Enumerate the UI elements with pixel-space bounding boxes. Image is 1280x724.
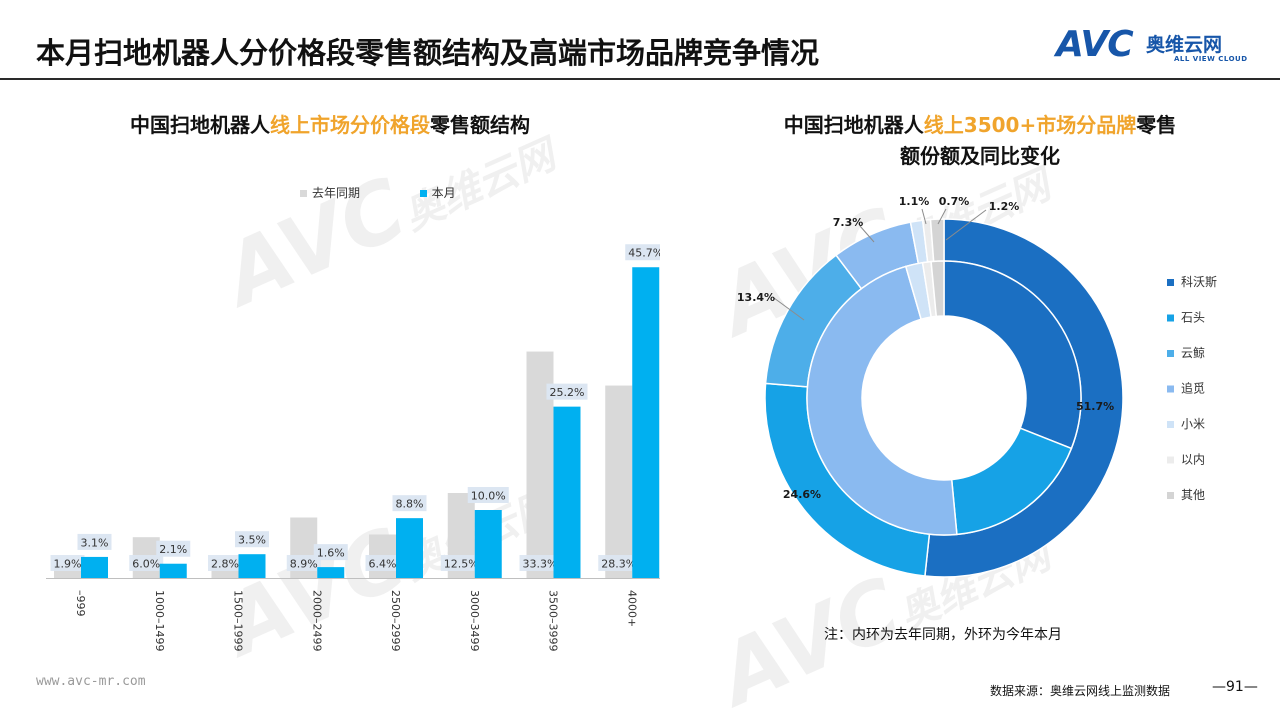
logo-cn-text: 奥维云网 [1146, 34, 1223, 56]
data-label: 33.3% [519, 555, 561, 571]
slice-label: 7.3% [833, 216, 864, 229]
legend-item: 石头 [1167, 311, 1205, 325]
svg-text:1.9%: 1.9% [54, 558, 82, 571]
legend-last-year: 去年同期 [300, 186, 360, 200]
leader-line [859, 225, 875, 243]
logo-en-text: ALL VIEW CLOUD [1174, 55, 1248, 63]
svg-text:科沃斯: 科沃斯 [1181, 275, 1217, 289]
avc-logo: AVC 奥维云网 ALL VIEW CLOUD [1056, 24, 1256, 68]
slice-inner [806, 265, 958, 536]
svg-text:2.8%: 2.8% [211, 558, 239, 571]
left-chart-title: 中国扫地机器人线上市场分价格段零售额结构 [130, 113, 530, 137]
data-label: 3.1% [77, 533, 112, 550]
svg-text:33.3%: 33.3% [523, 558, 558, 571]
legend-item: 以内 [1167, 453, 1205, 467]
svg-text:28.3%: 28.3% [601, 558, 636, 571]
leader-line [773, 297, 805, 321]
footer-source: 数据来源：奥维云网线上监测数据 [990, 684, 1171, 698]
bar-this-month [553, 406, 581, 578]
bar-this-month [474, 510, 502, 578]
bar-last-year [605, 385, 633, 578]
data-label: 1.9% [50, 555, 85, 571]
svg-text:12.5%: 12.5% [444, 558, 479, 571]
page-number: —91— [1212, 679, 1258, 695]
data-label: 6.4% [365, 555, 400, 571]
slice-label: 0.7% [939, 195, 970, 208]
legend-item: 小米 [1167, 417, 1205, 431]
category-label: 4000+ [625, 590, 638, 627]
svg-text:45.7%: 45.7% [628, 247, 660, 260]
category-label: 2000–2499 [310, 590, 323, 652]
header-divider [0, 78, 1280, 80]
leader-line [937, 208, 947, 225]
svg-text:8.9%: 8.9% [290, 558, 318, 571]
page-title: 本月扫地机器人分价格段零售额结构及高端市场品牌竞争情况 [36, 36, 820, 70]
bar-this-month [238, 554, 266, 578]
bar-chart: 1.9% 3.1% –999 6.0% 2.1% 1000–1499 2.8% 3.5% 150… [46, 244, 660, 652]
data-label: 25.2% [546, 383, 588, 400]
svg-text:2.1%: 2.1% [159, 543, 187, 556]
svg-text:6.0%: 6.0% [132, 558, 160, 571]
slice-inner [943, 260, 1082, 450]
svg-text:6.4%: 6.4% [369, 558, 397, 571]
data-label: 3.5% [235, 531, 269, 548]
category-label: –999 [74, 590, 87, 617]
category-label: 1500–1999 [232, 590, 245, 652]
svg-text:石头: 石头 [1181, 311, 1205, 325]
slice-outer [929, 218, 945, 263]
slice-label: 1.2% [989, 200, 1020, 213]
slice-label: 1.1% [899, 195, 930, 208]
legend-item: 其他 [1167, 488, 1205, 502]
bar-this-month [159, 563, 187, 578]
chart-note: 注：内环为去年同期，外环为今年本月 [824, 627, 1062, 643]
bar-this-month [317, 567, 345, 578]
svg-text:云鲸: 云鲸 [1181, 345, 1205, 360]
category-label: 2500–2999 [389, 590, 402, 652]
svg-text:3.5%: 3.5% [238, 534, 266, 547]
category-label: 1000–1499 [153, 590, 166, 652]
right-chart-title: 中国扫地机器人线上3500+市场分品牌零售 额份额及同比变化 [783, 113, 1177, 168]
leader-line [945, 209, 987, 241]
svg-text:25.2%: 25.2% [550, 386, 585, 399]
footer-url: www.avc-mr.com [36, 674, 146, 689]
svg-text:3.1%: 3.1% [81, 536, 109, 549]
data-label: 2.1% [156, 540, 191, 557]
donut-chart: 51.7% 24.6% 13.4% 7.3% 1.1% 0.7% 1.2% 科沃斯石头云鲸追觅… [737, 195, 1217, 578]
data-label: 12.5% [440, 555, 482, 571]
legend-item: 科沃斯 [1167, 275, 1217, 289]
svg-text:其他: 其他 [1181, 488, 1205, 502]
svg-text:追觅: 追觅 [1181, 381, 1205, 396]
data-label: 8.8% [392, 495, 427, 512]
data-label: 8.9% [286, 555, 321, 571]
bar-this-month [396, 518, 423, 578]
svg-text:8.8%: 8.8% [396, 498, 424, 511]
slice-label: 13.4% [737, 291, 775, 304]
svg-text:以内: 以内 [1181, 453, 1205, 467]
bar-this-month [81, 556, 108, 578]
logo-mark: AVC [1056, 24, 1134, 65]
data-label: 10.0% [467, 487, 509, 503]
bar-this-month [632, 267, 660, 578]
data-label: 28.3% [598, 555, 640, 571]
slice-label: 24.6% [783, 488, 821, 501]
data-label: 1.6% [313, 544, 348, 561]
category-label: 3000–3499 [468, 590, 481, 652]
svg-text:1.6%: 1.6% [317, 547, 345, 560]
leader-line [921, 208, 927, 225]
bar-legend: 去年同期 本月 [300, 184, 456, 201]
svg-text:10.0%: 10.0% [471, 490, 506, 503]
slice-label: 51.7% [1076, 400, 1114, 413]
category-label: 3500–3999 [547, 590, 560, 652]
slice-inner [930, 260, 945, 318]
svg-text:小米: 小米 [1181, 417, 1205, 431]
legend-this-month: 本月 [419, 186, 456, 200]
data-label: 45.7% [625, 244, 660, 261]
data-label: 6.0% [129, 555, 164, 571]
data-label: 2.8% [208, 555, 242, 571]
legend-item: 云鲸 [1167, 345, 1205, 360]
legend-item: 追觅 [1167, 381, 1205, 396]
